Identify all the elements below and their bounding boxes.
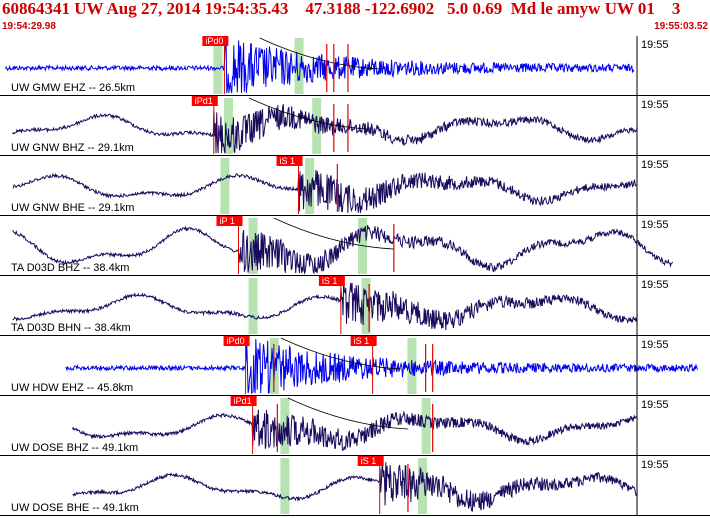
waveform-trace xyxy=(72,409,638,451)
trace-row: iS 1 TA D03D BHN -- 38.4km 19:55 xyxy=(0,276,710,336)
analysis-window xyxy=(280,458,290,514)
trace-row: iS 1 UW DOSE BHE -- 49.1km 19:55 xyxy=(0,456,710,516)
analysis-window xyxy=(223,98,233,154)
waveform-trace xyxy=(65,338,698,395)
analysis-window xyxy=(280,398,290,454)
station-label: UW GMW EHZ -- 26.5km xyxy=(11,82,135,94)
traveltime-curve xyxy=(248,97,370,130)
pick-label: iPd1 xyxy=(195,96,213,106)
station-label: TA D03D BHZ -- 38.4km xyxy=(11,262,129,274)
pick-label: iS 1 xyxy=(322,276,338,286)
waveform-trace xyxy=(12,104,638,154)
pick-box xyxy=(230,396,257,406)
station-label: UW DOSE BHE -- 49.1km xyxy=(11,502,139,514)
trace-row: iS 1 UW GNW BHE -- 29.1km 19:55 xyxy=(0,156,710,216)
analysis-window xyxy=(418,458,428,514)
waveform-trace xyxy=(72,462,638,512)
time-label: 19:55 xyxy=(641,219,669,231)
waveform-trace xyxy=(12,169,638,214)
traveltime-curve xyxy=(280,337,401,370)
pick-label: iS 1 xyxy=(354,336,370,346)
pick-box xyxy=(276,156,303,166)
trace-row: iPd1 UW GNW BHZ -- 29.1km 19:55 xyxy=(0,96,710,156)
pick-label: iPd0 xyxy=(227,336,245,346)
pick-box xyxy=(357,456,384,466)
waveform-trace xyxy=(5,38,635,94)
waveform-trace xyxy=(12,224,674,275)
event-title: 60864341 UW Aug 27, 2014 19:54:35.43 47.… xyxy=(2,0,681,18)
pick-box xyxy=(202,36,229,46)
trace-row: iP 1 TA D03D BHZ -- 38.4km 19:55 xyxy=(0,216,710,276)
analysis-window xyxy=(421,398,431,454)
traveltime-curve xyxy=(287,397,408,430)
time-label: 19:55 xyxy=(641,459,669,471)
pick-box xyxy=(318,276,345,286)
pick-label: iS 1 xyxy=(361,456,377,466)
pick-label: iPd0 xyxy=(205,36,223,46)
trace-row: iPd0 iS 1 UW HDW EHZ -- 45.8km 19:55 xyxy=(0,336,710,396)
station-label: UW HDW EHZ -- 45.8km xyxy=(11,382,133,394)
trace-row: iPd1 UW DOSE BHZ -- 49.1km 19:55 xyxy=(0,396,710,456)
traveltime-curve xyxy=(273,217,394,250)
traveltime-curve xyxy=(259,37,380,70)
time-label: 19:55 xyxy=(641,279,669,291)
station-label: UW GNW BHZ -- 29.1km xyxy=(11,142,134,154)
station-label: TA D03D BHN -- 38.4km xyxy=(11,322,131,334)
analysis-window xyxy=(312,98,322,154)
time-label: 19:55 xyxy=(641,99,669,111)
pick-box xyxy=(191,96,218,106)
event-header: 60864341 UW Aug 27, 2014 19:54:35.43 47.… xyxy=(0,0,710,36)
pick-label: iP 1 xyxy=(220,216,235,226)
pick-box xyxy=(223,336,250,346)
seismogram-panel[interactable]: iPd0 UW GMW EHZ -- 26.5km 19:55 iPd1 UW GNW … xyxy=(0,36,710,518)
pick-box xyxy=(216,216,243,226)
analysis-window xyxy=(213,38,223,94)
pick-label: iS 1 xyxy=(280,156,296,166)
time-label: 19:55 xyxy=(641,399,669,411)
station-label: UW GNW BHE -- 29.1km xyxy=(11,202,134,214)
trace-row: iPd0 UW GMW EHZ -- 26.5km 19:55 xyxy=(0,36,710,96)
time-label: 19:55 xyxy=(641,39,669,51)
start-time: 19:54:29.98 xyxy=(2,21,56,32)
time-label: 19:55 xyxy=(641,339,669,351)
station-label: UW DOSE BHZ -- 49.1km xyxy=(11,442,138,454)
time-label: 19:55 xyxy=(641,159,669,171)
waveform-trace xyxy=(12,278,638,331)
analysis-window xyxy=(361,278,371,334)
analysis-window xyxy=(294,38,304,94)
analysis-window xyxy=(248,278,258,334)
pick-label: iPd1 xyxy=(234,396,252,406)
analysis-window xyxy=(220,158,230,214)
pick-box xyxy=(350,336,377,346)
end-time: 19:55:03.52 xyxy=(654,21,708,32)
